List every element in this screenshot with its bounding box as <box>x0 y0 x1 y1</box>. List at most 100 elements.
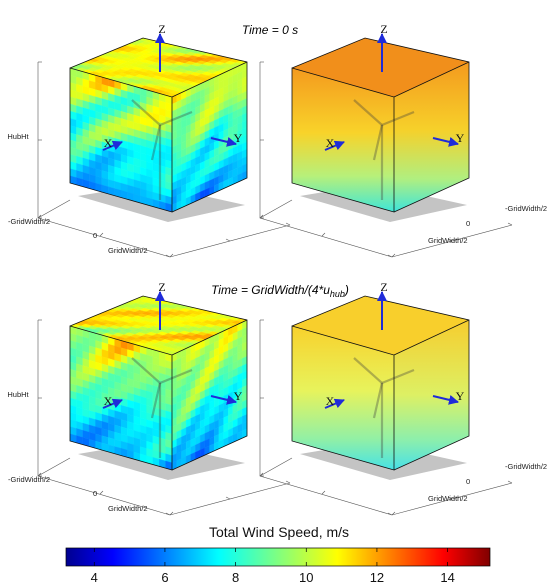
turbine-blade <box>159 368 193 385</box>
axes-frame <box>37 61 291 258</box>
axis-tick <box>507 222 513 226</box>
neg-width-label: -GridWidth/2 <box>505 462 547 471</box>
cube-front-face <box>69 67 173 213</box>
cube-edges <box>291 295 470 471</box>
axis-tick <box>285 222 291 226</box>
colorbar-tick-label: 12 <box>370 570 384 583</box>
panel-0-0: HubHt -GridWidth/2 0 GridWidth/2 Z X Y <box>7 22 291 258</box>
zero-label: 0 <box>466 219 470 228</box>
axis-tick <box>387 254 393 258</box>
cube-side-face <box>394 62 469 212</box>
y-vector <box>210 137 237 147</box>
cube-front-face <box>292 68 394 212</box>
axis-tick <box>391 253 396 258</box>
colorbar-tick-label: 6 <box>161 570 168 583</box>
wind-cube <box>69 37 248 213</box>
cube-edge <box>171 319 248 356</box>
axis-tick <box>321 232 326 237</box>
cube-edge <box>171 61 248 98</box>
axis-tick <box>99 232 104 237</box>
y-vector <box>432 137 459 147</box>
axis-tick <box>169 511 174 516</box>
axis-tick <box>447 238 453 242</box>
pos-width-label: GridWidth/2 <box>428 236 468 245</box>
x-axis-label: X <box>326 394 335 408</box>
axis-tick <box>259 214 264 219</box>
panel-0-1: -GridWidth/2 0 GridWidth/2 Z X Y <box>259 22 547 258</box>
pos-width-label: GridWidth/2 <box>108 504 148 513</box>
cube-top-face <box>69 295 248 356</box>
panels-group: HubHt -GridWidth/2 0 GridWidth/2 Z X Y -GridWid… <box>7 22 547 516</box>
turbine-silhouette <box>353 99 415 200</box>
cube-side-face <box>394 320 469 470</box>
axis-tick <box>165 512 171 516</box>
cube-front-face <box>69 325 173 471</box>
neg-width-label: -GridWidth/2 <box>8 475 50 484</box>
wind-cube <box>69 295 248 471</box>
x-axis-label: X <box>104 394 113 408</box>
cube-side-face <box>171 319 248 471</box>
turbine-blade <box>150 124 162 161</box>
turbine-blade <box>381 110 415 127</box>
colorbar-tick-label: 10 <box>299 570 313 583</box>
axes-edge <box>259 457 293 477</box>
bottom-title-subscript: hub <box>330 289 345 299</box>
turbine-silhouette <box>131 99 193 200</box>
neg-width-label: -GridWidth/2 <box>8 217 50 226</box>
axis-tick <box>391 511 396 516</box>
colorbar-tick-label: 8 <box>232 570 239 583</box>
z-axis-label: Z <box>380 22 387 36</box>
top-time-title: Time = 0 s <box>242 23 298 37</box>
axes-edge <box>37 199 71 219</box>
cube-side-face <box>171 61 248 213</box>
zero-label: 0 <box>93 231 97 240</box>
cube-edge <box>393 61 470 98</box>
axis-tick <box>321 490 326 495</box>
colorbar <box>65 547 491 567</box>
axis-tick <box>169 253 174 258</box>
y-vector <box>432 395 459 405</box>
cube-front-face <box>292 326 394 470</box>
turbine-blade <box>353 99 383 126</box>
axis-tick <box>387 512 393 516</box>
zero-label: 0 <box>93 489 97 498</box>
bottom-time-title: Time = GridWidth/(4*uhub) <box>211 283 349 299</box>
cube-edges <box>69 37 248 213</box>
cube-edge <box>393 319 470 356</box>
panel-1-0: HubHt -GridWidth/2 0 GridWidth/2 Z X Y <box>7 280 291 516</box>
z-axis-label: Z <box>380 280 387 294</box>
axis-tick <box>99 490 104 495</box>
colorbar-ticks: 4 6 8 10 12 14 <box>91 548 455 583</box>
y-axis-label: Y <box>456 131 465 145</box>
axes-frame <box>37 319 291 516</box>
turbine-blade <box>372 382 384 419</box>
colorbar-tick-label: 4 <box>91 570 98 583</box>
turbine-blade <box>372 124 384 161</box>
pos-width-label: GridWidth/2 <box>108 246 148 255</box>
coordinate-vectors <box>102 291 237 409</box>
axes-frame <box>259 319 513 516</box>
hubht-label: HubHt <box>7 390 29 399</box>
z-axis-label: Z <box>158 280 165 294</box>
axis-tick <box>447 496 453 500</box>
axis-tick <box>285 480 291 484</box>
cube-edges <box>69 295 248 471</box>
y-axis-label: Y <box>234 131 243 145</box>
bottom-title-close: ) <box>343 283 349 297</box>
axis-tick <box>37 472 42 477</box>
axis-tick <box>165 254 171 258</box>
axis-tick <box>225 496 231 500</box>
coordinate-vectors <box>324 291 459 409</box>
turbine-blade <box>131 99 161 126</box>
axis-tick <box>507 480 513 484</box>
cube-edges <box>291 37 470 213</box>
axes-edge <box>37 457 71 477</box>
y-vector <box>210 395 237 405</box>
x-vector <box>324 140 345 151</box>
turbine-blade <box>353 357 383 384</box>
turbine-blade <box>381 368 415 385</box>
x-axis-label: X <box>326 136 335 150</box>
axis-tick <box>37 214 42 219</box>
x-vector <box>324 398 345 409</box>
